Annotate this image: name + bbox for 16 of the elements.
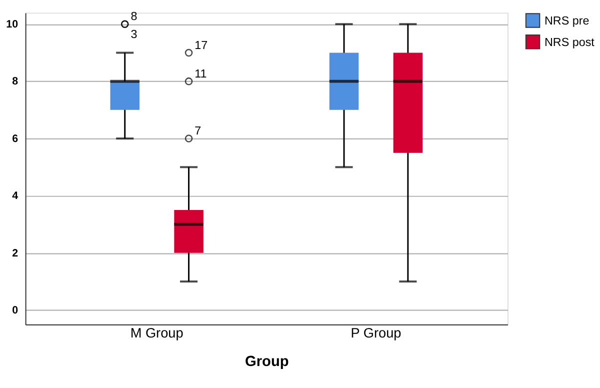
annotation: 7 <box>194 124 202 138</box>
annotation: 8 <box>130 10 138 24</box>
y-tick-label: 2 <box>12 247 18 260</box>
x-axis-title: Group <box>244 354 289 370</box>
x-tick-label: M Group <box>130 326 184 341</box>
y-tick-label: 6 <box>12 132 18 145</box>
y-tick-label: 0 <box>12 304 18 316</box>
legend-label: NRS pre <box>544 14 590 28</box>
annotation: 11 <box>194 67 207 80</box>
annotation: 3 <box>130 28 138 41</box>
x-tick-label: P Group <box>350 326 402 341</box>
y-tick-label: 4 <box>12 190 18 202</box>
y-tick-label: 8 <box>12 76 18 88</box>
legend-label: NRS post <box>544 36 596 49</box>
annotation: 17 <box>194 38 208 52</box>
y-tick-label: 10 <box>6 18 18 31</box>
